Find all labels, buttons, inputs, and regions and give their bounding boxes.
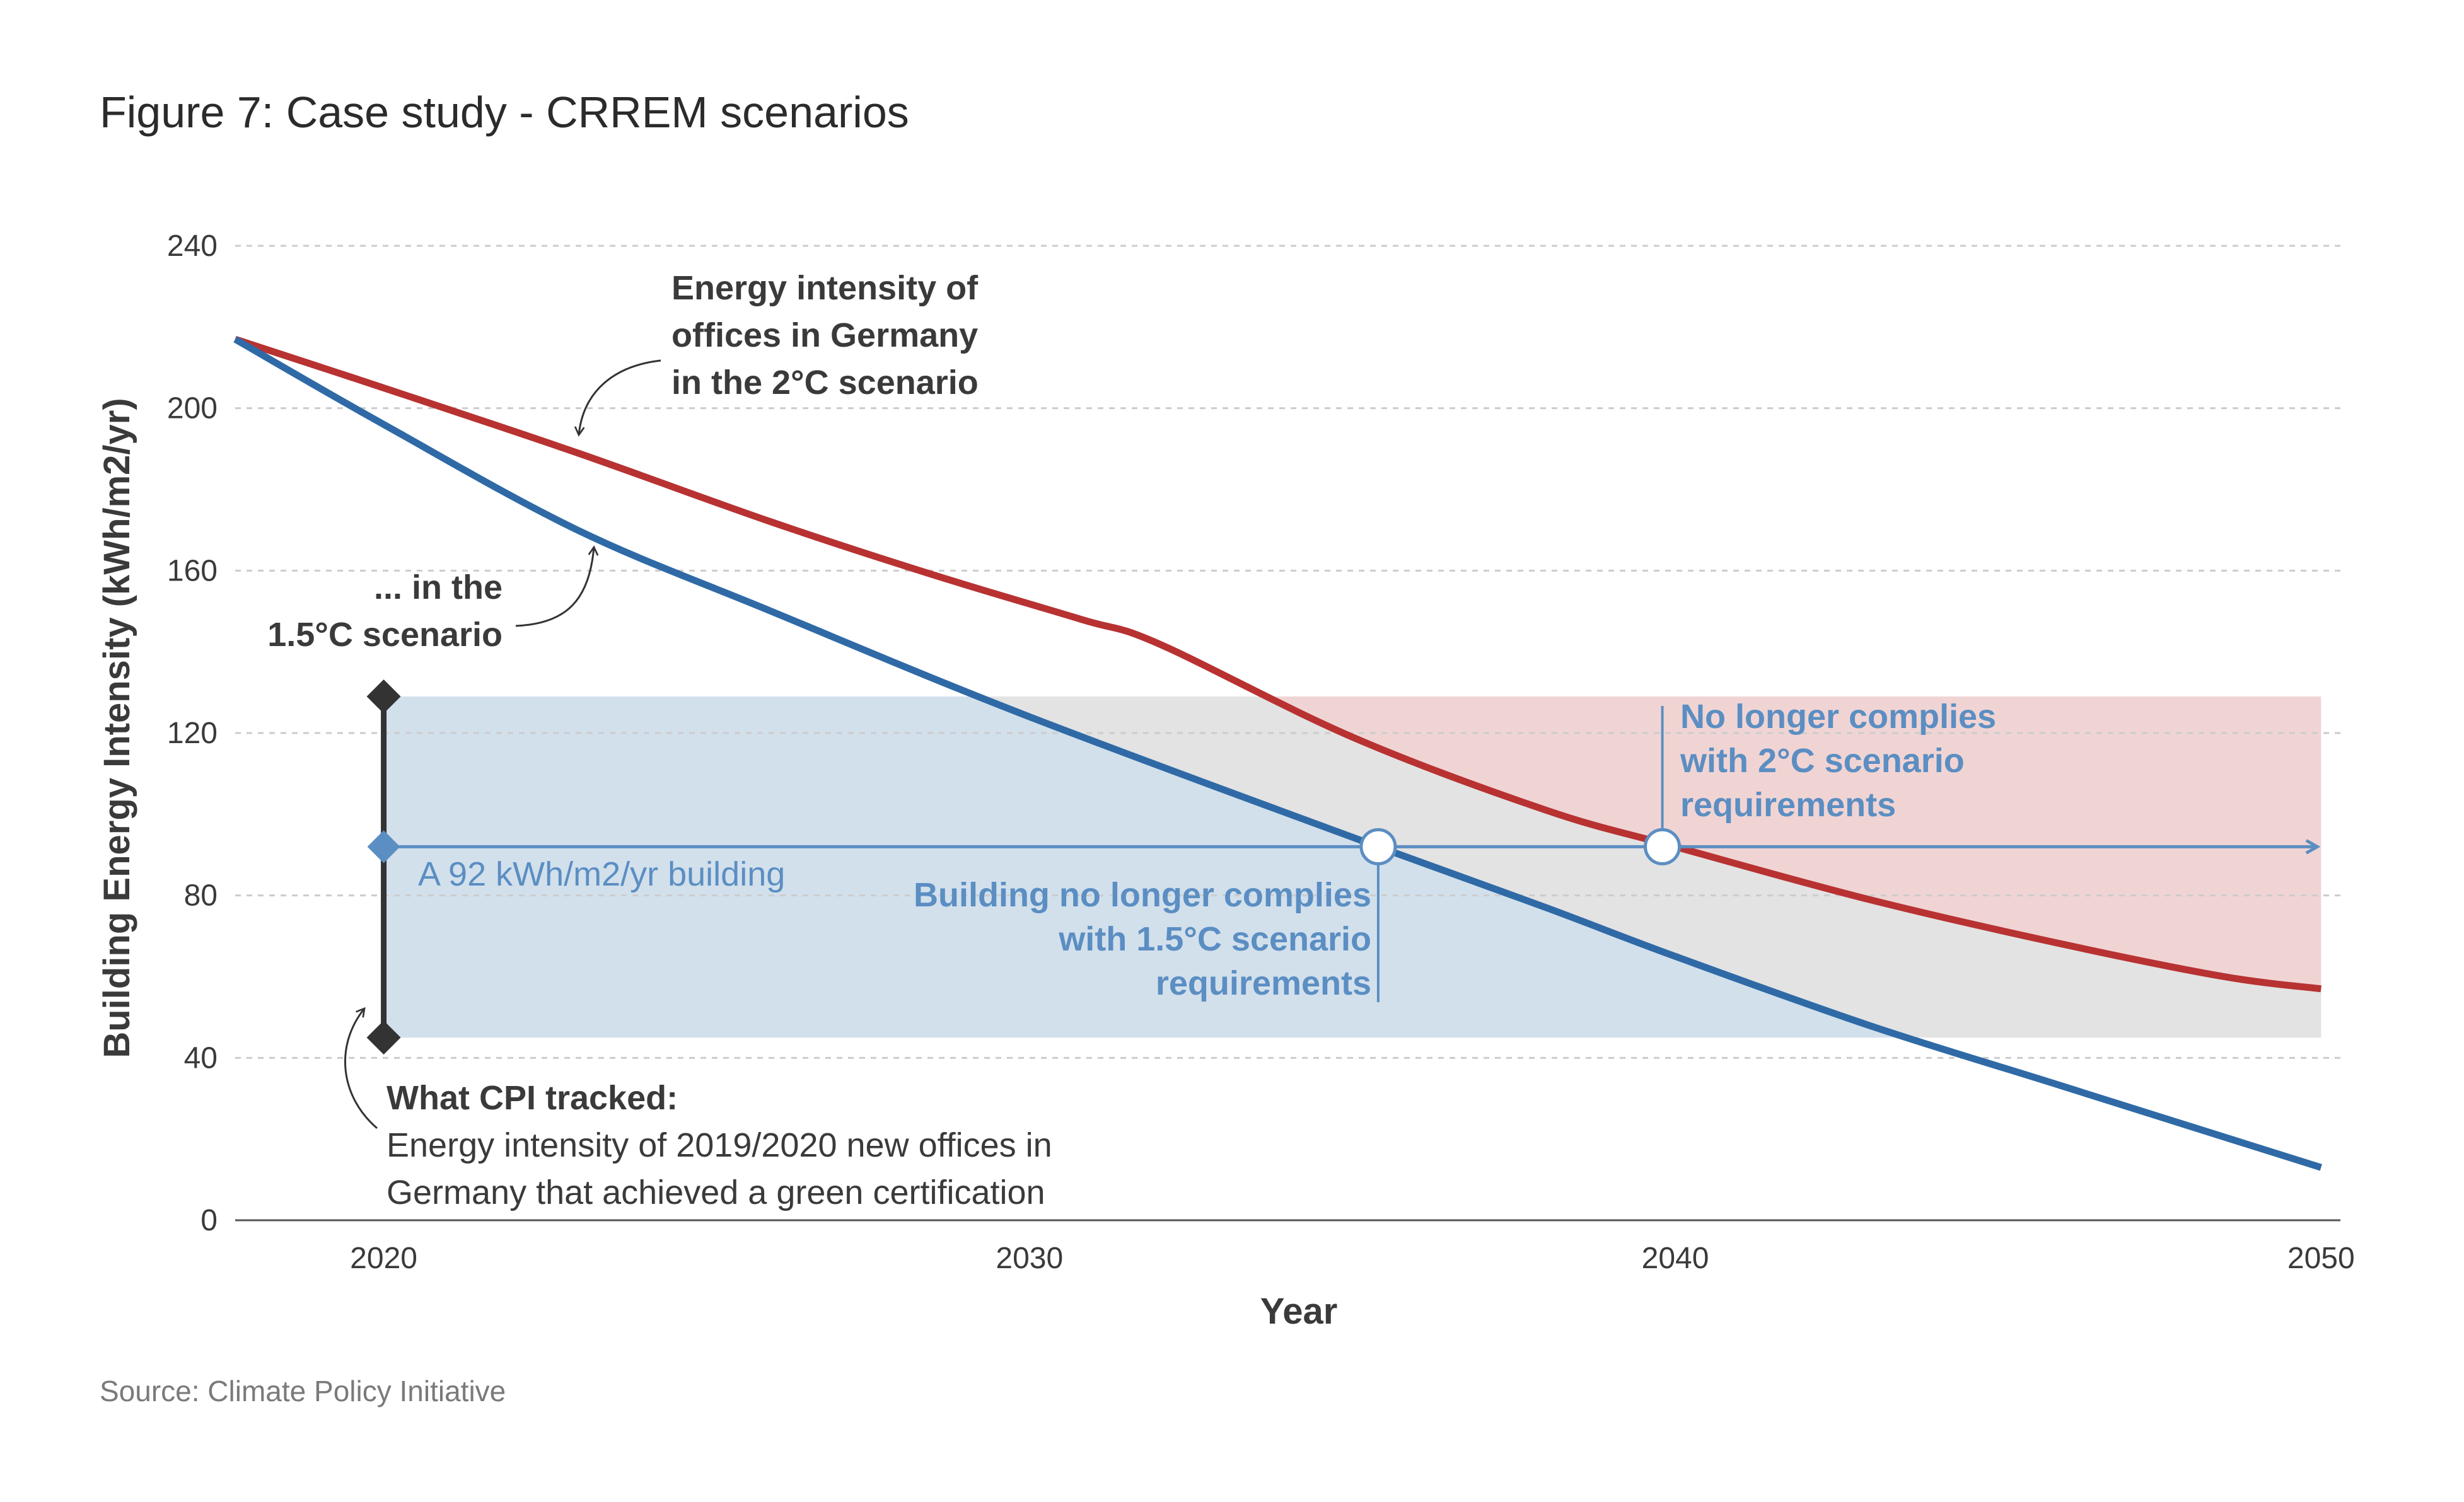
y-tick-label: 40 xyxy=(184,1041,218,1075)
cpi-range-low-marker xyxy=(366,1020,401,1055)
annotation-2c-arrow xyxy=(574,359,661,437)
annotation-fail-2c-line-2: with 2°C scenario xyxy=(1680,742,1965,780)
annotation-2c-line-3-text: in the xyxy=(671,364,772,401)
x-tick-label: 2030 xyxy=(996,1242,1063,1275)
y-tick-label: 240 xyxy=(167,229,218,263)
y-tick-label: 160 xyxy=(167,554,218,587)
y-tick-label: 200 xyxy=(167,392,218,425)
y-tick-label: 120 xyxy=(167,717,218,750)
annotation-15c: ... in the 1.5°C scenario xyxy=(267,545,599,654)
annotation-cpi-title: What CPI tracked: xyxy=(386,1079,678,1117)
series-line-2c xyxy=(234,335,2322,993)
annotation-15c-bold: 1.5°C scenario xyxy=(267,616,503,654)
x-tick-label: 2040 xyxy=(1642,1242,1709,1275)
y-tick-label: 0 xyxy=(200,1204,218,1237)
x-tick-label: 2050 xyxy=(2287,1242,2355,1275)
chart-title: Figure 7: Case study - CRREM scenarios xyxy=(100,88,909,137)
annotation-2c-line-1: Energy intensity of xyxy=(671,269,979,307)
source-note: Source: Climate Policy Initiative xyxy=(100,1375,506,1407)
annotation-fail-2c-line-3: requirements xyxy=(1680,786,1896,824)
annotation-fail-15c-line-3: requirements xyxy=(1156,964,1371,1002)
annotation-fail-15c: Building no longer complies with 1.5°C s… xyxy=(914,876,1371,1002)
y-tick-label: 80 xyxy=(184,879,218,913)
annotation-2c-line-3: in the 2°C scenario xyxy=(671,364,979,401)
annotation-fail-15c-line-2: with 1.5°C scenario xyxy=(1058,920,1371,958)
annotation-15c-arrow xyxy=(515,545,599,627)
annotation-fail-2c-line-1: No longer complies xyxy=(1680,698,1996,736)
band-complies-15c xyxy=(383,696,2322,1038)
annotation-2c: Energy intensity of offices in Germany i… xyxy=(574,269,979,437)
annotation-cpi-line-1: Energy intensity of 2019/2020 new office… xyxy=(386,1126,1052,1164)
annotation-fail-15c-line-1: Building no longer complies xyxy=(914,876,1371,914)
annotation-15c-line-1: ... in the xyxy=(374,569,503,606)
cpi-range-high-marker xyxy=(366,679,401,714)
x-tick-label: 2020 xyxy=(350,1242,417,1275)
y-axis-title: Building Energy Intensity (kWh/m2/yr) xyxy=(96,398,137,1058)
building-label: A 92 kWh/m2/yr building xyxy=(418,855,785,893)
series-line-15c xyxy=(233,336,2322,1171)
annotation-cpi-arrow xyxy=(344,1007,378,1129)
annotation-2c-line-2: offices in Germany xyxy=(671,316,978,354)
annotation-fail-2c: No longer complies with 2°C scenario req… xyxy=(1680,698,1996,824)
crossing-2c-point xyxy=(1644,828,1682,865)
crossing-15c-point xyxy=(1359,828,1397,865)
x-axis-title: Year xyxy=(1260,1291,1338,1332)
annotation-cpi: What CPI tracked: Energy intensity of 20… xyxy=(344,1007,1052,1211)
annotation-2c-bold: 2°C scenario xyxy=(772,364,979,401)
building-marker xyxy=(367,830,400,864)
annotation-cpi-line-2: Germany that achieved a green certificat… xyxy=(386,1174,1045,1211)
